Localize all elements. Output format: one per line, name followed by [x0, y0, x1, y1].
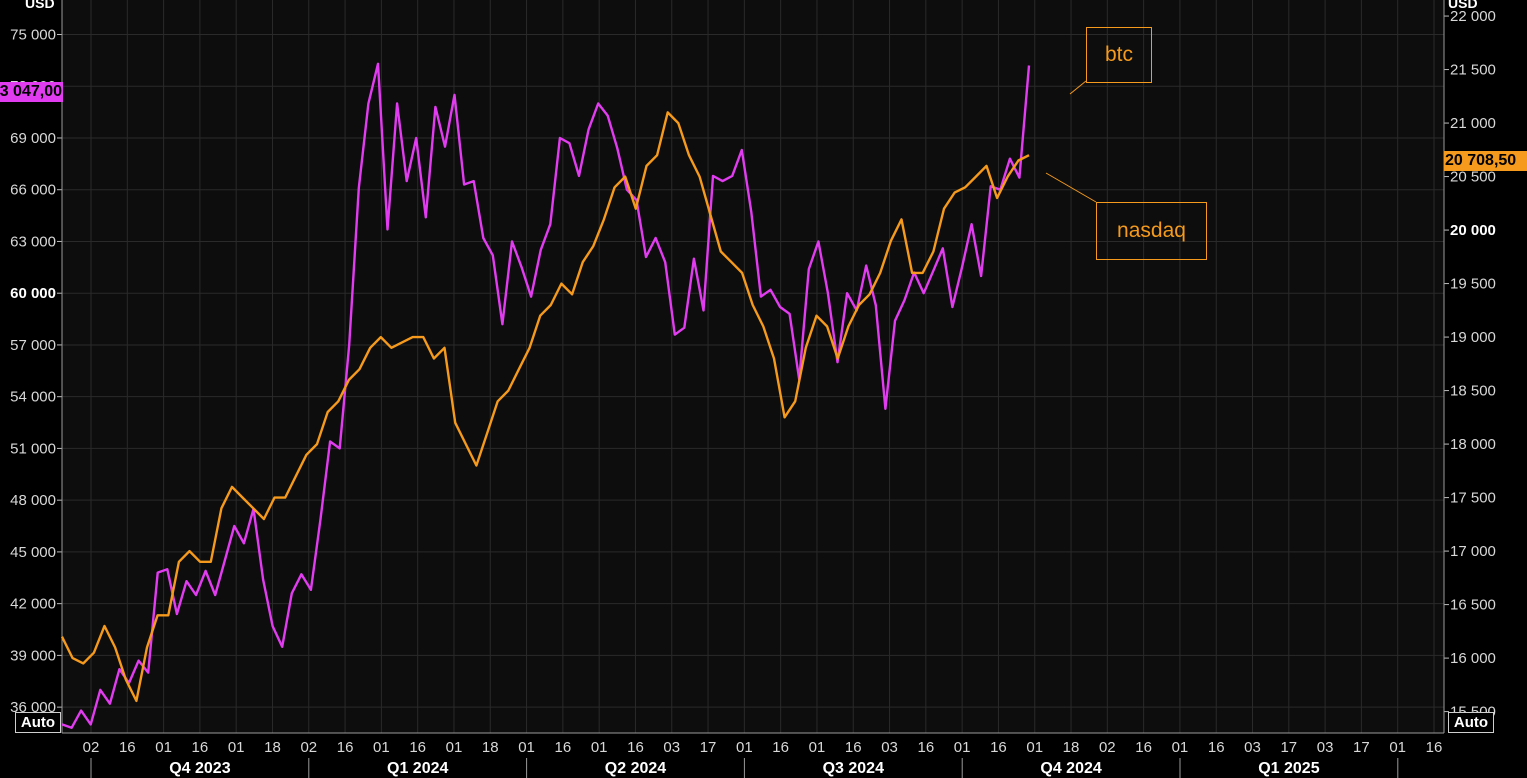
- nasdaq-last-value: 20 708,50: [1445, 152, 1517, 169]
- x-tick-label: 03: [881, 739, 898, 756]
- x-tick-label: 16: [1208, 739, 1225, 756]
- x-tick-label: 01: [591, 739, 608, 756]
- x-tick-label: 16: [917, 739, 934, 756]
- left-tick-label: 48 000: [10, 492, 56, 509]
- x-tick-label: 16: [119, 739, 136, 756]
- btc-last-value: 73 047,00: [0, 83, 62, 100]
- left-tick-label: 69 000: [10, 130, 56, 147]
- series-line-nasdaq: [60, 111, 1030, 703]
- annotation-leaders: [1045, 80, 1097, 203]
- axes: 36 000 39 000 42 000 45 000 48 000 51 000 54 0…: [10, 0, 1496, 778]
- x-tick-label: 18: [482, 739, 499, 756]
- x-tick-label: 16: [772, 739, 789, 756]
- x-tick-label: 16: [1135, 739, 1152, 756]
- x-tick-label: 18: [1063, 739, 1080, 756]
- grid: [62, 0, 1444, 733]
- x-tick-label: 01: [155, 739, 172, 756]
- left-tick-label: 57 000: [10, 337, 56, 354]
- right-tick-label: 16 000: [1450, 650, 1496, 667]
- x-tick-label: 17: [1280, 739, 1297, 756]
- left-tick-label: 42 000: [10, 596, 56, 613]
- x-tick-label: 03: [1317, 739, 1334, 756]
- right-tick-label: 20 000: [1450, 222, 1496, 239]
- x-tick-label: 01: [1172, 739, 1189, 756]
- x-tick-label: 01: [228, 739, 245, 756]
- annotation-nasdaq: nasdaq: [1096, 202, 1207, 260]
- x-tick-label: 01: [736, 739, 753, 756]
- right-tick-label: 17 000: [1450, 543, 1496, 560]
- right-tick-label: 19 000: [1450, 329, 1496, 346]
- quarter-label: Q3 2024: [823, 760, 884, 777]
- left-tick-label: 39 000: [10, 647, 56, 664]
- left-axis-unit: USD: [25, 0, 55, 11]
- left-tick-label: 36 000: [10, 699, 56, 716]
- x-tick-label: 03: [1244, 739, 1261, 756]
- series-lines: [60, 62, 1031, 729]
- x-tick-label: 16: [192, 739, 209, 756]
- right-axis-unit: USD: [1448, 0, 1478, 11]
- left-tick-label: 60 000: [10, 285, 56, 302]
- x-tick-label: 01: [954, 739, 971, 756]
- left-auto-scale-button[interactable]: Auto: [15, 712, 61, 733]
- x-tick-label: 02: [300, 739, 317, 756]
- x-tick-label: 16: [627, 739, 644, 756]
- x-tick-label: 03: [663, 739, 680, 756]
- x-tick-label: 01: [809, 739, 826, 756]
- left-tick-label: 66 000: [10, 182, 56, 199]
- x-tick-label: 16: [1426, 739, 1443, 756]
- x-tick-label: 17: [1353, 739, 1370, 756]
- right-tick-label: 16 500: [1450, 597, 1496, 614]
- left-tick-label: 45 000: [10, 544, 56, 561]
- right-auto-scale-button[interactable]: Auto: [1448, 712, 1494, 733]
- x-tick-label: 01: [446, 739, 463, 756]
- right-tick-label: 20 500: [1450, 169, 1496, 186]
- x-tick-label: 02: [1099, 739, 1116, 756]
- btc-leader-line: [1069, 80, 1087, 95]
- plot-area: [62, 0, 1444, 733]
- right-tick-label: 17 500: [1450, 490, 1496, 507]
- right-tick-label: 22 000: [1450, 8, 1496, 25]
- x-tick-label: 16: [409, 739, 426, 756]
- right-tick-label: 18 000: [1450, 436, 1496, 453]
- x-tick-label: 16: [337, 739, 354, 756]
- nasdaq-leader-line: [1045, 172, 1097, 203]
- right-tick-label: 18 500: [1450, 383, 1496, 400]
- right-tick-label: 19 500: [1450, 276, 1496, 293]
- left-tick-label: 63 000: [10, 233, 56, 250]
- x-tick-label: 16: [990, 739, 1007, 756]
- quarter-label: Q2 2024: [605, 760, 666, 777]
- left-tick-label: 75 000: [10, 26, 56, 43]
- x-tick-label: 02: [83, 739, 100, 756]
- left-tick-label: 54 000: [10, 389, 56, 406]
- nasdaq-last-value-tag: 20 708,50: [1444, 151, 1527, 171]
- x-tick-label: 18: [264, 739, 281, 756]
- annotation-btc: btc: [1086, 27, 1152, 83]
- right-tick-label: 21 500: [1450, 62, 1496, 79]
- left-tick-label: 51 000: [10, 440, 56, 457]
- x-tick-label: 16: [555, 739, 572, 756]
- x-tick-label: 01: [1389, 739, 1406, 756]
- series-line-btc: [61, 62, 1031, 729]
- x-tick-label: 17: [700, 739, 717, 756]
- x-tick-label: 01: [1026, 739, 1043, 756]
- quarter-label: Q4 2023: [169, 760, 230, 777]
- x-tick-label: 16: [845, 739, 862, 756]
- x-tick-label: 01: [518, 739, 535, 756]
- right-tick-label: 21 000: [1450, 115, 1496, 132]
- quarter-label: Q1 2025: [1258, 760, 1319, 777]
- btc-last-value-tag: 73 047,00: [0, 82, 63, 102]
- quarter-label: Q4 2024: [1040, 760, 1101, 777]
- x-tick-label: 01: [373, 739, 390, 756]
- quarter-label: Q1 2024: [387, 760, 448, 777]
